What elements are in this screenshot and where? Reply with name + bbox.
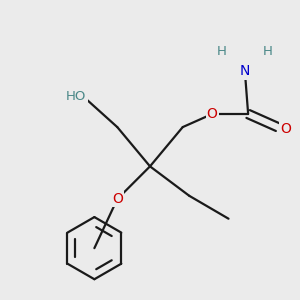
Text: O: O [207,107,218,121]
Text: N: N [240,64,250,79]
Text: O: O [112,192,123,206]
Text: O: O [280,122,291,136]
Text: H: H [263,45,273,58]
Text: H: H [217,45,227,58]
Text: HO: HO [66,89,87,103]
